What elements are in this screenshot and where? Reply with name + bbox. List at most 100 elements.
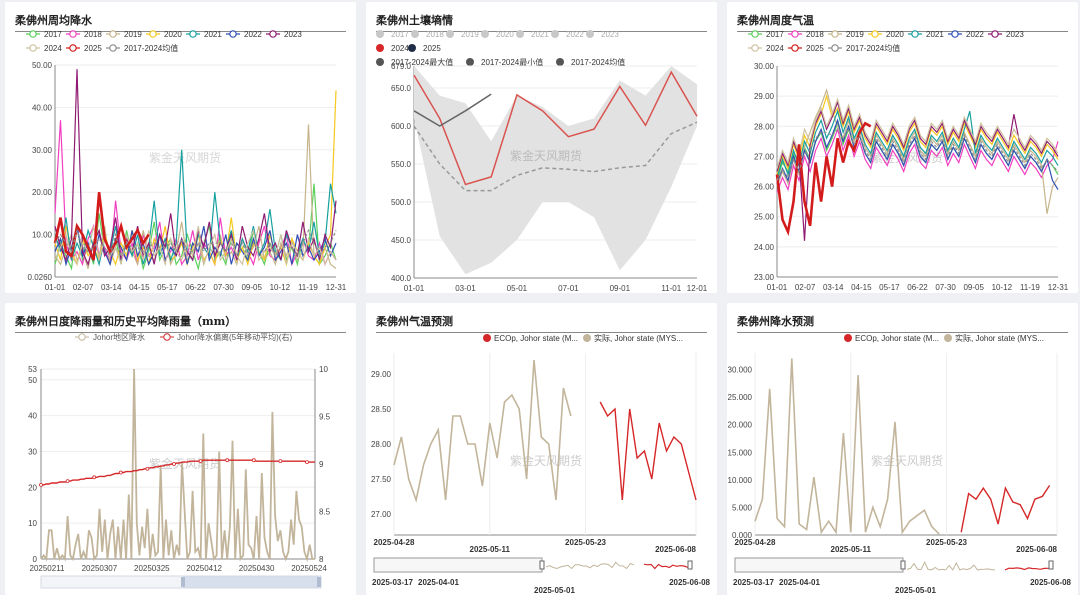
- legend-label: 2017-2024最大值: [391, 57, 453, 67]
- legend-marker: [586, 30, 594, 38]
- x-tick-label: 09-05: [241, 283, 262, 292]
- legend-label: 2024: [391, 44, 409, 53]
- legend-marker: [269, 30, 277, 38]
- legend-marker: [831, 44, 839, 52]
- series-line-2024: [413, 70, 698, 186]
- chart-title: 柔佛州周度气温: [737, 14, 814, 27]
- legend-marker: [408, 44, 416, 52]
- legend-label: 2018: [84, 30, 102, 39]
- x-tick-label: 20250307: [82, 564, 118, 573]
- legend-label: 2019: [461, 30, 479, 39]
- legend-label: 2022: [244, 30, 262, 39]
- y-tick-label: 53: [28, 365, 37, 374]
- x-tick-label: 05-17: [157, 283, 178, 292]
- legend-marker: [149, 30, 157, 38]
- y-tick-label: 25.000: [728, 393, 753, 402]
- chart-title: 柔佛州气温预测: [376, 315, 453, 328]
- series-point: [92, 475, 97, 480]
- y-tick-label: 0: [33, 555, 38, 564]
- soil-moisture-chart: 2017 2018 2019 2020 2021 2022 2023 2024 2025 2017…: [376, 30, 708, 293]
- y-tick-label: 30.000: [728, 366, 753, 375]
- y-tick-label: 0.0260: [28, 273, 53, 282]
- y-tick-label-right: 10: [319, 365, 328, 374]
- legend-marker: [791, 30, 799, 38]
- legend-label: 2025: [84, 44, 102, 53]
- y-tick-label: 30.00: [32, 146, 53, 155]
- y-tick-label: 10.00: [32, 231, 53, 240]
- y-tick-label: 25.00: [754, 213, 775, 222]
- legend-label: 2017: [766, 30, 784, 39]
- temp-forecast-panel: 柔佛州气温预测 ECOp, Johor state (M... 实际, Johor…: [366, 303, 717, 595]
- series-line-2019: [776, 88, 1059, 214]
- legend-marker: [69, 44, 77, 52]
- x-tick-label: 05-17: [879, 283, 900, 292]
- legend-marker: [29, 30, 37, 38]
- x-tick-label: 2025-06-08: [655, 545, 696, 554]
- legend-marker: [29, 44, 37, 52]
- x-tick-label: 02-07: [795, 283, 816, 292]
- y-tick-label: 500.0: [391, 198, 412, 207]
- x-tick-label: 10-12: [992, 283, 1013, 292]
- x-tick-label: 2025-04-28: [374, 538, 415, 547]
- x-tick-label: 11-01: [661, 284, 681, 293]
- y-tick-label: 30.00: [754, 62, 775, 71]
- legend-marker: [481, 30, 489, 38]
- y-tick-label: 26.00: [754, 183, 775, 192]
- weekly-precip-chart: 2017 2018 2019 2020 2021 2022 2023 2024 2025 2017…: [26, 30, 347, 292]
- legend-label: 2025: [806, 44, 824, 53]
- slider-label: 2025-05-01: [895, 586, 936, 595]
- legend-label: 2017-2024均值: [571, 57, 625, 67]
- legend-label: ECOp, Johor state (M...: [494, 334, 578, 343]
- y-tick-label-right: 9: [319, 460, 324, 469]
- series-point: [305, 460, 309, 465]
- legend-marker: [556, 58, 564, 66]
- y-tick-label-right: 8: [319, 555, 324, 564]
- legend-marker: [951, 30, 959, 38]
- legend-marker: [944, 334, 952, 342]
- legend-marker: [109, 30, 117, 38]
- y-tick-label: 20.00: [32, 188, 53, 197]
- series-line-2025: [413, 93, 492, 127]
- title-divider: [737, 332, 1068, 333]
- series-point: [251, 458, 256, 463]
- legend-marker: [516, 30, 524, 38]
- series-line-实际: [754, 358, 940, 535]
- series-point: [145, 466, 150, 471]
- legend-marker: [376, 44, 384, 52]
- x-tick-label: 02-07: [73, 283, 94, 292]
- min-max-band: [414, 66, 697, 275]
- legend-marker: [466, 58, 474, 66]
- slider-preview-actual: [906, 561, 996, 571]
- x-tick-label: 01-01: [767, 283, 788, 292]
- series-line-2020: [776, 93, 1059, 175]
- watermark: 紫金天风期货: [871, 453, 943, 468]
- legend-marker: [831, 30, 839, 38]
- legend-marker: [446, 30, 454, 38]
- y-tick-label: 28.00: [754, 122, 775, 131]
- y-tick-label: 29.00: [754, 92, 775, 101]
- series-line-2023: [54, 69, 337, 267]
- x-tick-label: 20250412: [186, 564, 222, 573]
- series-line-2024: [776, 97, 1059, 169]
- slider-label: 2025-05-01: [534, 586, 575, 595]
- weekly-precip-panel: 柔佛州周均降水 2017 2018 2019 2020 2021 2022 2023 2024…: [5, 2, 356, 293]
- legend-label: 2020: [496, 30, 514, 39]
- series-line-2017-2024均值: [776, 127, 1059, 181]
- slider-preview-forecast: [643, 563, 692, 570]
- legend-label: 2020: [164, 30, 182, 39]
- y-tick-label: 679.0: [391, 62, 412, 71]
- legend-label: 2021: [531, 30, 549, 39]
- series-line-2025: [53, 192, 150, 261]
- x-tick-label: 2025-04-28: [735, 538, 776, 547]
- legend-marker: [189, 30, 197, 38]
- y-tick-label: 50: [28, 376, 37, 385]
- zoom-slider-window: [373, 557, 543, 573]
- y-tick-label: 50.00: [32, 61, 53, 70]
- zoom-slider-window: [734, 557, 904, 573]
- y-tick-label: 27.00: [754, 152, 775, 161]
- legend-marker: [376, 58, 384, 66]
- y-tick-label: 27.00: [371, 510, 392, 519]
- watermark: 紫金天风期货: [510, 453, 582, 468]
- slider-label: 2025-06-08: [1030, 578, 1071, 587]
- series-point: [198, 459, 203, 464]
